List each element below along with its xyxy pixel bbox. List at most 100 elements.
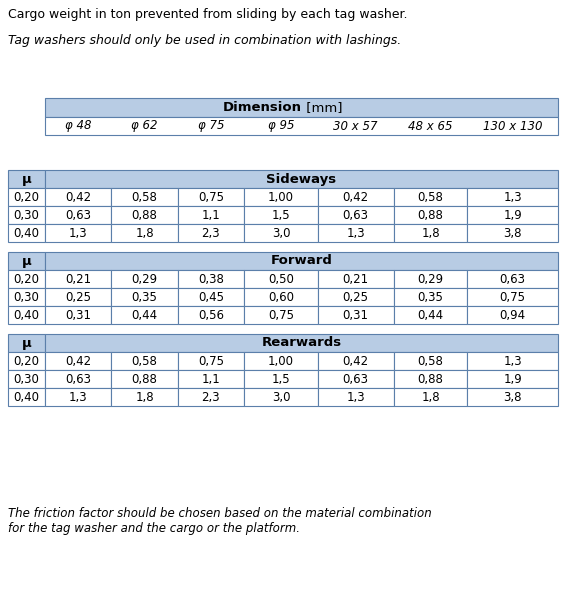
Bar: [178, 206, 244, 224]
Bar: [394, 352, 467, 370]
Text: 1,8: 1,8: [421, 226, 440, 239]
Bar: [8, 170, 45, 188]
Text: 1,8: 1,8: [135, 390, 154, 404]
Text: 0,29: 0,29: [132, 272, 158, 285]
Bar: [178, 306, 244, 324]
Text: Sideways: Sideways: [266, 173, 336, 186]
Text: 0,31: 0,31: [343, 309, 369, 322]
Text: 130 x 130: 130 x 130: [483, 119, 542, 133]
Bar: [45, 334, 558, 352]
Text: 1,5: 1,5: [271, 208, 290, 221]
Bar: [394, 188, 467, 206]
Text: 0,40: 0,40: [13, 309, 40, 322]
Text: 2,3: 2,3: [202, 390, 220, 404]
Bar: [244, 388, 318, 406]
Bar: [178, 288, 244, 306]
Text: 0,88: 0,88: [132, 373, 158, 386]
Bar: [178, 370, 244, 388]
Bar: [45, 224, 112, 242]
Bar: [45, 388, 112, 406]
Text: φ 95: φ 95: [268, 119, 294, 133]
Bar: [467, 288, 558, 306]
Text: 0,30: 0,30: [14, 291, 40, 303]
Text: φ 75: φ 75: [198, 119, 224, 133]
Text: 0,88: 0,88: [132, 208, 158, 221]
Text: [mm]: [mm]: [301, 101, 342, 114]
Text: 0,58: 0,58: [132, 190, 158, 204]
Text: 0,35: 0,35: [417, 291, 443, 303]
Bar: [178, 188, 244, 206]
Bar: [394, 306, 467, 324]
Text: 0,58: 0,58: [132, 355, 158, 368]
Bar: [318, 370, 394, 388]
Text: μ: μ: [22, 254, 32, 267]
Bar: [8, 352, 45, 370]
Bar: [244, 206, 318, 224]
Text: 3,0: 3,0: [272, 390, 290, 404]
Bar: [112, 270, 178, 288]
Bar: [112, 206, 178, 224]
Bar: [112, 188, 178, 206]
Text: 1,1: 1,1: [201, 373, 220, 386]
Bar: [45, 98, 558, 117]
Text: Dimension: Dimension: [223, 101, 301, 114]
Bar: [467, 270, 558, 288]
Text: 0,40: 0,40: [13, 390, 40, 404]
Text: 1,9: 1,9: [503, 208, 522, 221]
Text: 1,3: 1,3: [503, 190, 522, 204]
Bar: [394, 206, 467, 224]
Text: 1,00: 1,00: [268, 355, 294, 368]
Bar: [112, 224, 178, 242]
Text: 30 x 57: 30 x 57: [334, 119, 378, 133]
Text: 0,42: 0,42: [343, 355, 369, 368]
Bar: [244, 224, 318, 242]
Bar: [112, 388, 178, 406]
Text: 0,58: 0,58: [417, 190, 443, 204]
Text: 0,56: 0,56: [198, 309, 224, 322]
Bar: [244, 352, 318, 370]
Text: 1,1: 1,1: [201, 208, 220, 221]
Text: 1,5: 1,5: [271, 373, 290, 386]
Bar: [45, 117, 558, 135]
Bar: [8, 206, 45, 224]
Text: 0,50: 0,50: [268, 272, 294, 285]
Bar: [178, 352, 244, 370]
Bar: [318, 224, 394, 242]
Bar: [467, 352, 558, 370]
Bar: [467, 388, 558, 406]
Bar: [112, 306, 178, 324]
Text: 0,60: 0,60: [268, 291, 294, 303]
Text: 0,63: 0,63: [65, 373, 91, 386]
Bar: [244, 370, 318, 388]
Text: 0,40: 0,40: [13, 226, 40, 239]
Text: 0,20: 0,20: [13, 272, 40, 285]
Text: 0,42: 0,42: [65, 355, 91, 368]
Text: 2,3: 2,3: [202, 226, 220, 239]
Bar: [318, 288, 394, 306]
Bar: [45, 270, 112, 288]
Text: 0,29: 0,29: [417, 272, 443, 285]
Bar: [394, 370, 467, 388]
Bar: [318, 206, 394, 224]
Bar: [318, 352, 394, 370]
Bar: [8, 388, 45, 406]
Text: 0,63: 0,63: [343, 208, 369, 221]
Bar: [318, 306, 394, 324]
Text: The friction factor should be chosen based on the material combination: The friction factor should be chosen bas…: [8, 507, 432, 520]
Bar: [467, 188, 558, 206]
Text: for the tag washer and the cargo or the platform.: for the tag washer and the cargo or the …: [8, 522, 300, 535]
Text: 3,8: 3,8: [504, 390, 522, 404]
Bar: [8, 288, 45, 306]
Text: μ: μ: [22, 173, 32, 186]
Bar: [467, 306, 558, 324]
Text: Tag washers should only be used in combination with lashings.: Tag washers should only be used in combi…: [8, 34, 401, 47]
Text: 1,8: 1,8: [421, 390, 440, 404]
Text: 3,0: 3,0: [272, 226, 290, 239]
Bar: [394, 270, 467, 288]
Text: 0,25: 0,25: [343, 291, 369, 303]
Bar: [8, 370, 45, 388]
Bar: [318, 270, 394, 288]
Text: 0,75: 0,75: [500, 291, 526, 303]
Text: 0,30: 0,30: [14, 373, 40, 386]
Bar: [467, 370, 558, 388]
